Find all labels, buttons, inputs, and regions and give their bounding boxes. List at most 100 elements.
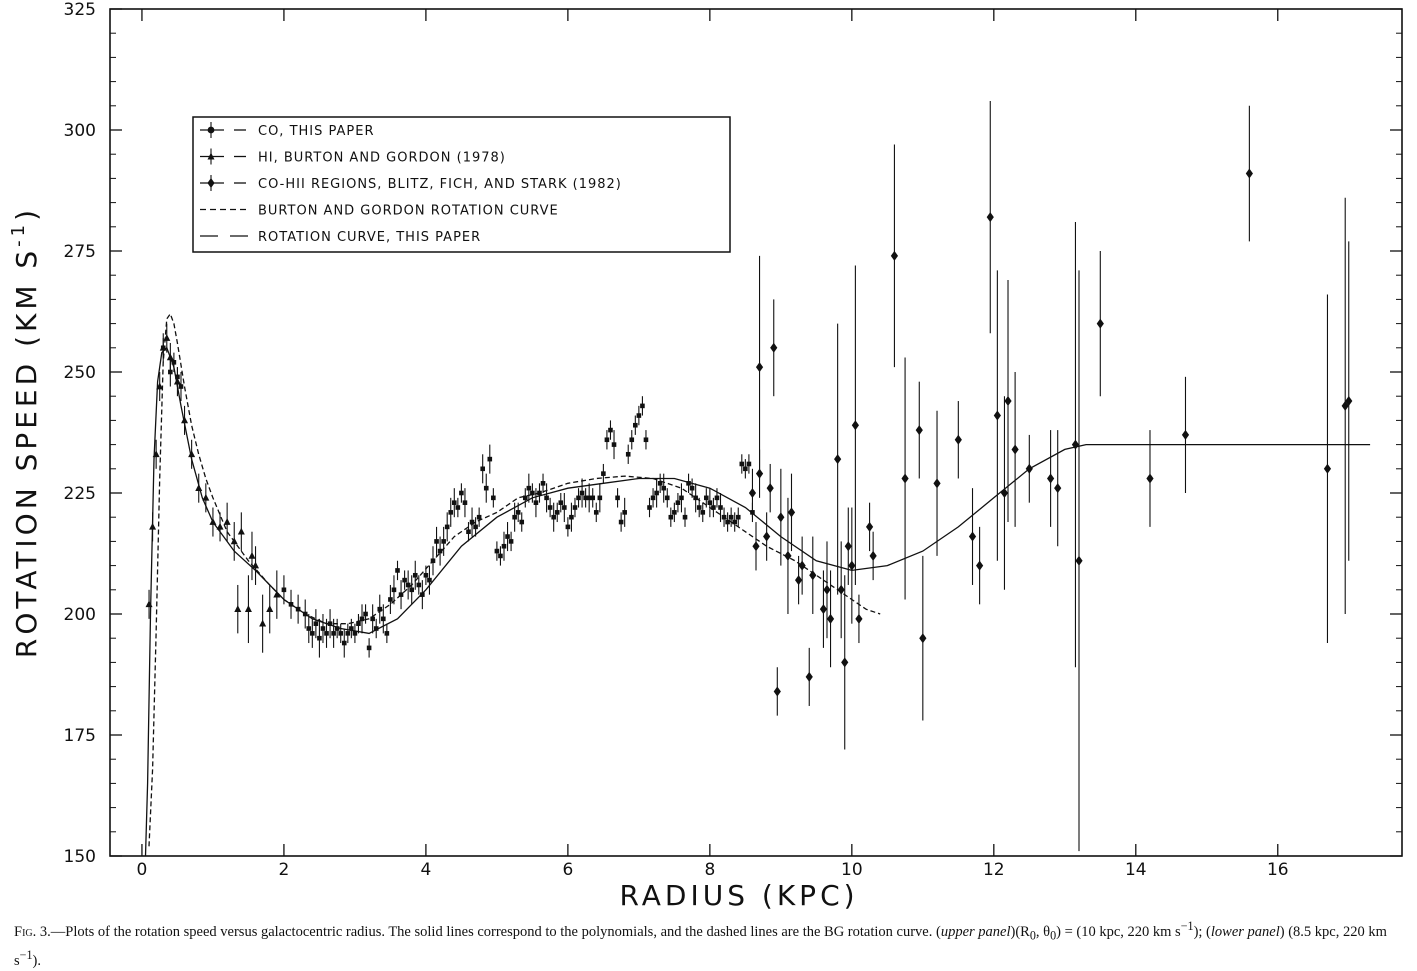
co-point [537,483,542,503]
co-point [647,497,652,518]
caption-text-4: ) = (10 kpc, 220 km s [1056,923,1181,940]
x-tick-label: 10 [841,860,863,880]
marker-square [356,621,361,626]
caption-sup-2: −1 [19,947,33,962]
marker-square [579,490,585,496]
co-point [657,473,663,493]
marker-diamond [777,512,785,523]
marker-square [508,539,514,544]
plot-frame [109,8,1403,857]
co-point [583,488,588,508]
caption-lead: Fig. 3. [14,923,51,940]
hi-point [234,584,242,634]
marker-square [668,514,674,520]
marker-square [647,505,652,510]
hii-point [915,381,923,479]
x-axis-title: RADIUS (KPC) [619,879,858,912]
marker-diamond [933,478,941,489]
co-point [334,618,340,639]
marker-square [512,514,517,520]
co-point [700,502,706,523]
caption-sup-1: −1 [1180,919,1194,933]
hii-point [1000,396,1009,590]
co-point [743,459,748,479]
plot-border [109,8,1403,857]
co-point [398,580,404,610]
co-point [402,570,407,590]
caption-sub-2: 0 [1050,928,1057,943]
points-layer [145,100,1353,852]
marker-square [515,510,521,515]
marker-square [682,514,688,520]
hii-point [1323,294,1332,644]
marker-square [405,582,411,588]
co-point [643,430,649,450]
marker-square [324,631,329,636]
marker-diamond [1345,396,1353,407]
marker-square [366,645,372,651]
marker-diamond [1323,463,1332,474]
co-point [576,488,581,508]
legend-label: CO, THIS PAPER [258,124,375,139]
co-point [434,526,439,556]
marker-diamond [755,362,764,373]
co-point [483,473,489,503]
marker-diamond [865,521,874,532]
co-point [448,497,454,527]
marker-square [519,519,525,525]
co-point [327,609,333,639]
hii-point [976,526,984,605]
co-point [462,488,468,518]
marker-diamond [805,671,813,682]
co-point [476,507,482,527]
marker-diamond [1245,168,1253,179]
co-point [420,580,425,610]
marker-square [530,490,535,496]
marker-square [593,510,599,515]
marker-square [640,403,645,409]
marker-square [501,543,507,549]
co-point [590,488,596,508]
marker-square [544,495,549,501]
hii-point [763,512,771,561]
co-point [505,522,510,552]
hii-point [890,144,899,368]
marker-diamond [890,250,899,261]
hii-point [1341,197,1349,614]
caption-text-5: ); ( [1193,923,1211,940]
marker-square [313,621,319,626]
marker-square [533,500,539,505]
hii-point [805,647,813,706]
marker-triangle [248,551,256,559]
co-point [501,531,507,561]
marker-square [310,631,315,636]
co-point [554,502,560,523]
marker-square [295,606,301,612]
marker-diamond [748,488,757,498]
legend-marker-triangle [207,152,215,160]
co-point [633,415,638,435]
hi-point [156,372,164,402]
hii-point [1004,280,1012,523]
hii-point [748,468,757,518]
hi-point [188,439,196,469]
x-tick-label: 16 [1267,860,1289,880]
hi-point [163,323,171,353]
marker-square [370,616,375,622]
co-point [455,497,461,518]
legend-marker-diamond [207,178,215,188]
marker-triangle [230,537,238,545]
legend-marker-circle [207,126,215,134]
marker-diamond [1075,555,1083,566]
hii-point [1345,241,1353,561]
y-axis-title-superscript: -1 [8,221,29,247]
co-point [370,604,375,634]
marker-square [448,510,454,515]
hii-point [869,531,877,581]
marker-square [522,495,528,501]
co-point [356,614,361,634]
hii-point [1181,376,1190,493]
co-point [572,497,578,518]
marker-square [654,490,659,496]
hi-point [216,512,224,542]
